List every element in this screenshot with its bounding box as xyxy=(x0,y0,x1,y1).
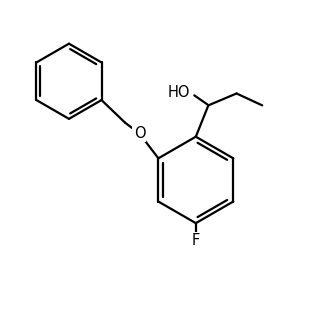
Text: HO: HO xyxy=(167,85,190,100)
Text: F: F xyxy=(192,233,200,248)
Text: O: O xyxy=(134,126,145,141)
